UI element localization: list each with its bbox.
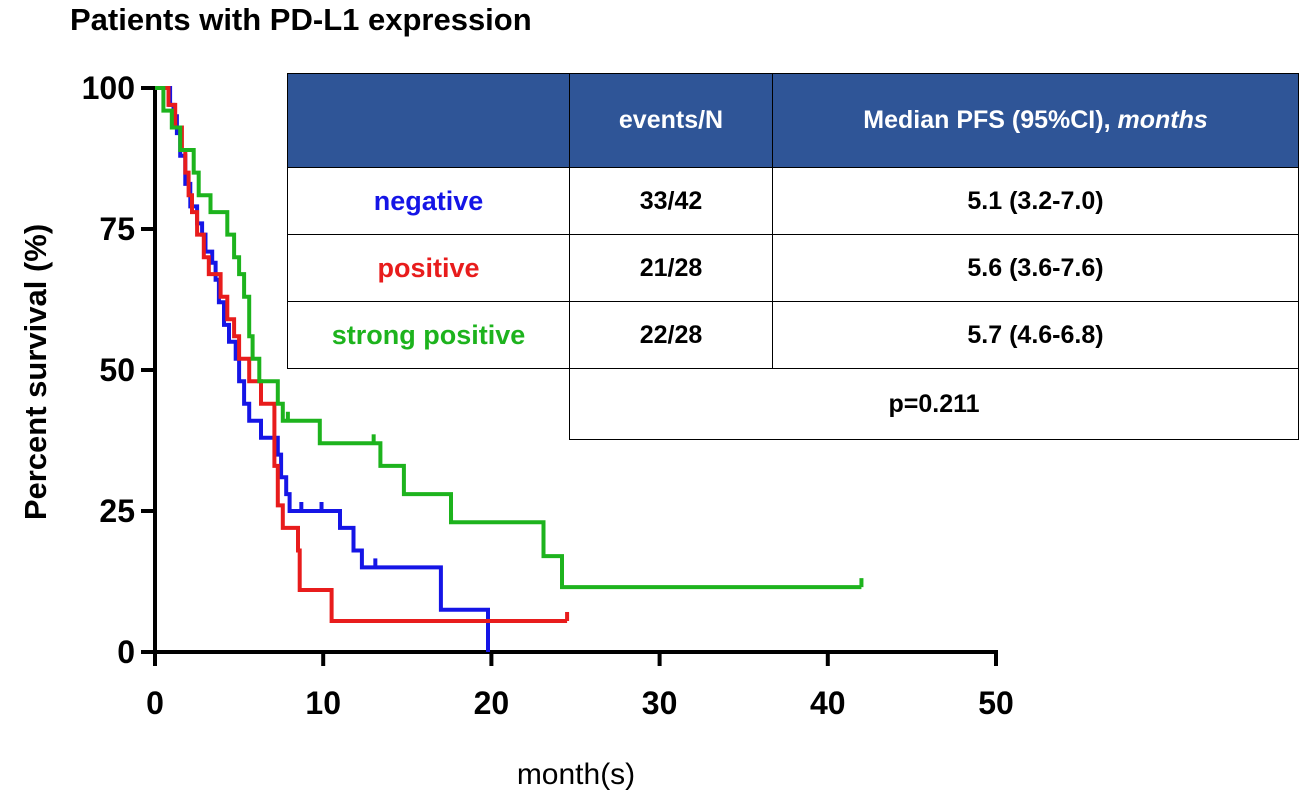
table-header-row: events/N Median PFS (95%CI), months <box>287 73 1299 168</box>
x-axis-label: month(s) <box>517 758 635 791</box>
x-tick-label: 10 <box>305 685 341 721</box>
p-value-row: p=0.211 <box>288 368 1299 440</box>
p-value-blank <box>288 369 570 440</box>
table-header-blank <box>287 73 570 168</box>
y-tick-label: 0 <box>117 634 135 670</box>
y-tick-label: 75 <box>99 211 135 247</box>
group-label-negative: negative <box>287 167 570 235</box>
y-tick-label: 25 <box>99 493 135 529</box>
survival-line-strong-positive <box>155 86 862 590</box>
x-tick-label: 20 <box>474 685 510 721</box>
median-cell: 5.1 (3.2-7.0) <box>772 167 1299 235</box>
events-cell: 22/28 <box>569 301 773 369</box>
table-row: positive 21/28 5.6 (3.6-7.6) <box>287 234 1299 302</box>
x-tick-label: 50 <box>978 685 1014 721</box>
events-cell: 21/28 <box>569 234 773 302</box>
chart-title: Patients with PD-L1 expression <box>70 2 532 37</box>
x-tick-label: 30 <box>642 685 678 721</box>
table-header-median: Median PFS (95%CI), months <box>772 73 1299 168</box>
median-cell: 5.6 (3.6-7.6) <box>772 234 1299 302</box>
tick-layer: 0 25 50 75 100 0 10 20 30 40 50 <box>82 70 1014 721</box>
series-positive <box>155 86 570 623</box>
group-label-strong-positive: strong positive <box>287 301 570 369</box>
table-row: strong positive 22/28 5.7 (4.6-6.8) <box>287 301 1299 369</box>
y-tick-label: 50 <box>99 352 135 388</box>
events-cell: 33/42 <box>569 167 773 235</box>
y-tick-label: 100 <box>82 70 135 106</box>
group-label-positive: positive <box>287 234 570 302</box>
x-tick-label: 0 <box>146 685 164 721</box>
table-row: negative 33/42 5.1 (3.2-7.0) <box>287 167 1299 235</box>
legend-table: events/N Median PFS (95%CI), months nega… <box>287 73 1299 440</box>
table-header-months: months <box>1117 106 1208 134</box>
table-header-events: events/N <box>569 73 773 168</box>
table-header-median-text: Median PFS (95%CI), <box>863 106 1118 134</box>
median-cell: 5.7 (4.6-6.8) <box>772 301 1299 369</box>
x-tick-label: 40 <box>810 685 846 721</box>
series-strong-positive <box>155 86 864 590</box>
p-value-cell: p=0.211 <box>569 368 1299 440</box>
series-layer <box>155 86 864 652</box>
survival-line-positive <box>155 86 568 623</box>
y-axis-label: Percent survival (%) <box>18 224 53 520</box>
